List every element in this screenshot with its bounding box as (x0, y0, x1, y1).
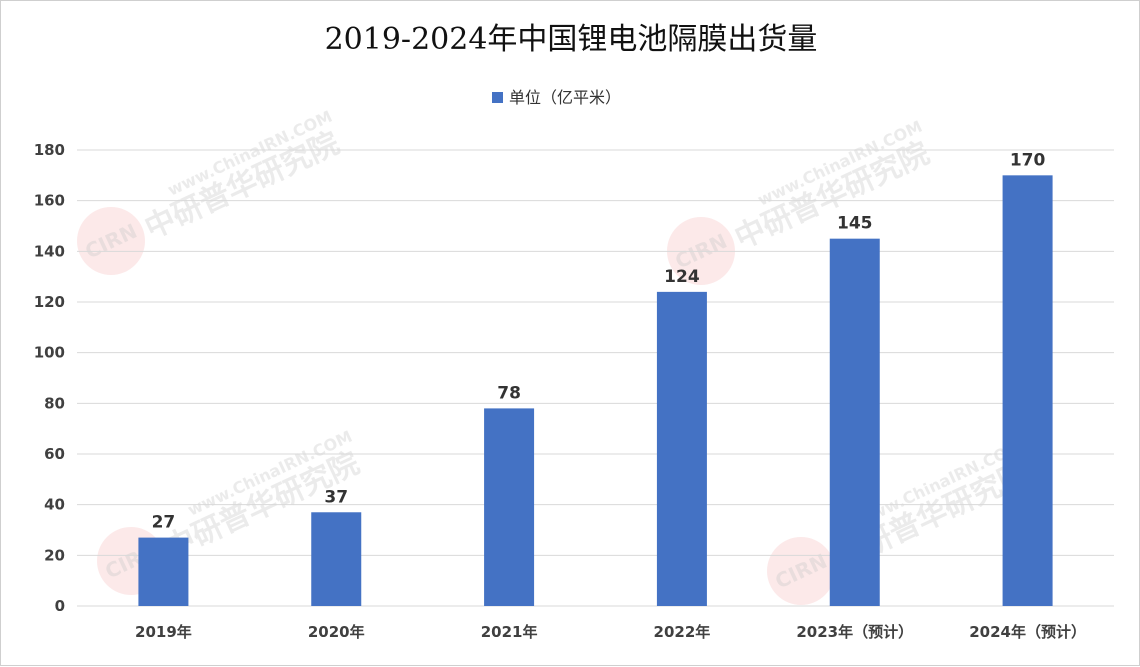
bar (656, 291, 707, 606)
y-axis: 0 20 40 60 80 100 120 140 160 180 (34, 141, 65, 615)
y-tick-label: 40 (44, 496, 65, 514)
bar (138, 537, 189, 606)
legend-entry: 单位（亿平米） (509, 88, 621, 107)
x-tick-label: 2020年 (308, 623, 365, 641)
y-tick-label: 140 (34, 242, 65, 260)
data-label: 78 (497, 383, 521, 403)
y-tick-label: 100 (34, 344, 65, 362)
bar (484, 408, 535, 606)
legend-swatch (492, 92, 503, 103)
data-label: 27 (152, 513, 176, 533)
gridlines (77, 149, 1114, 607)
y-tick-label: 0 (55, 597, 65, 615)
watermark-logo (77, 207, 145, 275)
data-label: 145 (837, 214, 873, 234)
data-label: 124 (664, 267, 700, 287)
data-label: 170 (1010, 150, 1046, 170)
bar (311, 512, 362, 606)
legend: 单位（亿平米） (492, 88, 621, 107)
y-tick-label: 180 (34, 141, 65, 159)
x-tick-label: 2019年 (135, 623, 192, 641)
x-tick-label: 2024年（预计） (969, 623, 1086, 641)
bar (1002, 175, 1053, 607)
y-tick-label: 160 (34, 192, 65, 210)
bar-series (138, 175, 1053, 607)
y-tick-label: 80 (44, 394, 65, 412)
x-axis: 2019年 2020年 2021年 2022年 2023年（预计） 2024年（预计） (135, 623, 1086, 641)
x-tick-label: 2022年 (654, 623, 711, 641)
x-tick-label: 2021年 (481, 623, 538, 641)
chart-title: 2019-2024年中国锂电池隔膜出货量 (325, 22, 818, 57)
watermark-logo (767, 537, 835, 605)
x-tick-label: 2023年（预计） (796, 623, 913, 641)
y-tick-label: 120 (34, 293, 65, 311)
data-label: 37 (324, 487, 348, 507)
bar (829, 238, 880, 606)
y-tick-label: 20 (44, 546, 65, 564)
y-tick-label: 60 (44, 445, 65, 463)
data-labels: 27 37 78 124 145 170 (152, 150, 1046, 532)
